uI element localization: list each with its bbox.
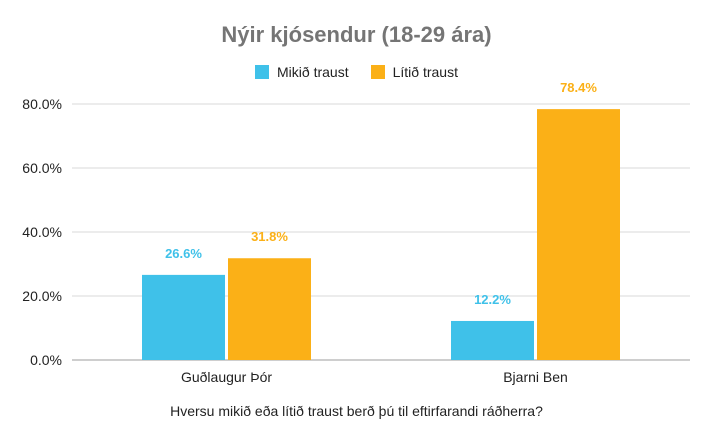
chart-title: Nýir kjósendur (18-29 ára): [221, 22, 492, 47]
y-tick-label: 80.0%: [22, 96, 62, 112]
y-tick-label: 40.0%: [22, 224, 62, 240]
legend: Mikið traust Lítið traust: [0, 64, 713, 80]
data-label: 12.2%: [474, 292, 511, 307]
y-tick-label: 0.0%: [30, 352, 62, 368]
data-label: 78.4%: [560, 80, 597, 95]
bar: [537, 109, 620, 361]
data-label: 26.6%: [165, 246, 202, 261]
legend-item-0: Mikið traust: [255, 64, 349, 80]
legend-swatch-0: [255, 65, 270, 79]
data-label: 31.8%: [251, 229, 288, 244]
legend-swatch-1: [370, 65, 385, 79]
legend-label-0: Mikið traust: [277, 64, 349, 80]
bar: [451, 320, 534, 360]
x-tick-label: Guðlaugur Þór: [181, 369, 272, 385]
bar: [142, 274, 225, 360]
legend-label-1: Lítið traust: [392, 64, 458, 80]
bar: [228, 258, 311, 360]
legend-item-1: Lítið traust: [370, 64, 458, 80]
x-tick-label: Bjarni Ben: [503, 369, 568, 385]
y-tick-label: 60.0%: [22, 160, 62, 176]
y-tick-label: 20.0%: [22, 288, 62, 304]
x-axis-title: Hversu mikið eða lítið traust berð þú ti…: [170, 403, 543, 419]
